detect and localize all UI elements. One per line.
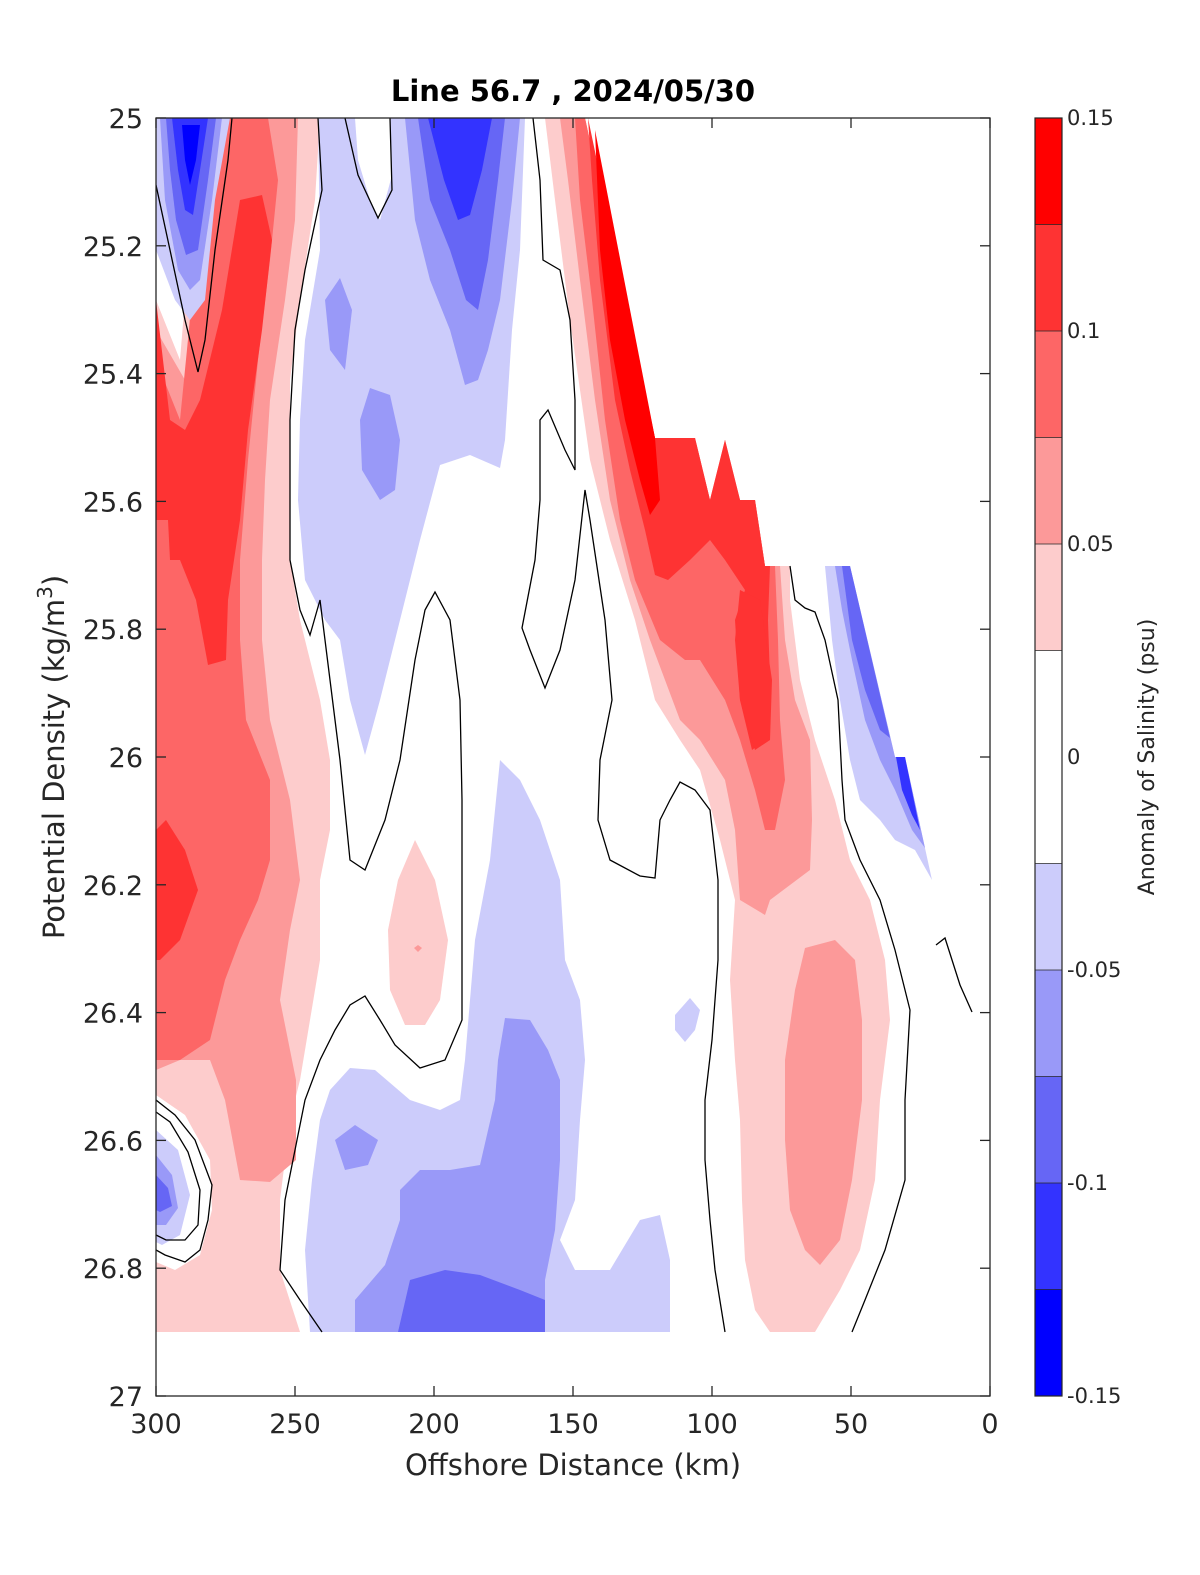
- colorbar-swatch: [1035, 970, 1062, 1077]
- x-axis-label: Offshore Distance (km): [405, 1448, 741, 1482]
- x-tick-label: 250: [269, 1409, 321, 1440]
- lower-negative-lvl2: [355, 1018, 560, 1332]
- contour-line: [279, 118, 463, 1333]
- center-negative-lvl4: [428, 118, 492, 220]
- colorbar-swatch: [1035, 331, 1062, 438]
- y-axis-label-superscript: 3: [33, 586, 57, 599]
- colorbar-swatch: [1035, 863, 1062, 970]
- x-tick-label: 100: [686, 1409, 738, 1440]
- colorbar-tick-label: 0.05: [1067, 532, 1114, 556]
- y-tick-label: 26.8: [83, 1254, 143, 1285]
- bottom-left-negative-lvl3b: [156, 1175, 172, 1212]
- contour-line: [935, 936, 973, 1013]
- y-tick-label: 26: [109, 743, 143, 774]
- y-tick-label: 25.8: [83, 615, 143, 646]
- y-tick-label: 25.4: [83, 360, 143, 391]
- colorbar-swatch: [1035, 544, 1062, 651]
- lower-negative-patch-right: [675, 998, 700, 1042]
- center-negative-patch-a: [325, 278, 352, 370]
- colorbar-tick-label: -0.1: [1067, 1171, 1108, 1195]
- colorbar-label: Anomaly of Salinity (psu): [1135, 619, 1160, 896]
- colorbar-tick-label: 0.1: [1067, 319, 1100, 343]
- lower-negative-patch-small: [335, 1125, 378, 1170]
- chart-title: Line 56.7 , 2024/05/30: [391, 74, 755, 108]
- x-tick-label: 300: [130, 1409, 182, 1440]
- contour-line: [521, 118, 726, 1333]
- colorbar-tick-label: -0.05: [1067, 958, 1121, 982]
- left-positive-lvl4: [156, 195, 272, 665]
- colorbar-swatch: [1035, 224, 1062, 331]
- left-negative-lvl5: [182, 125, 200, 185]
- y-axis: 25 25.2 25.4 25.6 25.8 26 26.2 26.4 26.6 26.8 27: [83, 104, 990, 1413]
- left-positive-lvl4b: [156, 820, 198, 960]
- contour-line: [156, 1099, 213, 1263]
- y-tick-label: 26.6: [83, 1126, 143, 1157]
- x-axis: 300 250 200 150 100 50 0: [130, 118, 999, 1440]
- right-negative-lvl4: [896, 757, 920, 830]
- colorbar-swatch: [1035, 650, 1062, 864]
- colorbar-tick-label: -0.15: [1067, 1384, 1121, 1408]
- right-negative-lvl3: [842, 566, 890, 738]
- colorbar-swatch: [1035, 1183, 1062, 1290]
- x-tick-label: 150: [547, 1409, 599, 1440]
- right-positive-core-b: [735, 590, 772, 750]
- x-tick-label: 50: [834, 1409, 868, 1440]
- y-tick-label: 25.6: [83, 487, 143, 518]
- right-deep-positive-lvl2: [785, 940, 862, 1265]
- contour-lines: [156, 118, 973, 1333]
- colorbar-tick-label: 0.15: [1067, 106, 1114, 130]
- center-positive-lvl1: [388, 840, 448, 1025]
- y-tick-label: 25.2: [83, 232, 143, 263]
- y-axis-label-main: Potential Density (kg/m: [37, 599, 71, 939]
- y-axis-label: Potential Density (kg/m3): [33, 575, 71, 939]
- colorbar-swatch: [1035, 118, 1062, 225]
- y-tick-label: 25: [109, 104, 143, 135]
- center-white-channel: [355, 118, 392, 220]
- colorbar: -0.15 -0.1 -0.05 0 0.05 0.1 0.15: [1034, 106, 1121, 1408]
- contour-line: [156, 1111, 201, 1241]
- y-tick-label: 26.2: [83, 871, 143, 902]
- colorbar-swatch: [1035, 1076, 1062, 1183]
- right-positive-lvl5: [595, 130, 660, 515]
- colorbar-swatch: [1035, 1289, 1062, 1396]
- lower-negative-lvl1: [305, 760, 670, 1332]
- y-tick-label: 27: [109, 1382, 143, 1413]
- colorbar-frame: [1034, 117, 1063, 1397]
- colorbar-tick-label: 0: [1067, 745, 1080, 769]
- contour-line: [789, 565, 911, 1333]
- contour-field: [156, 118, 970, 1332]
- colorbar-swatch: [1035, 437, 1062, 544]
- center-negative-patch-b: [360, 388, 400, 500]
- contour-line: [156, 118, 233, 373]
- center-positive-center: [414, 945, 422, 952]
- y-axis-label-end: ): [37, 575, 71, 586]
- x-tick-label: 0: [981, 1409, 998, 1440]
- lower-negative-lvl3: [398, 1270, 545, 1332]
- y-tick-label: 26.4: [83, 999, 143, 1030]
- x-tick-label: 200: [408, 1409, 460, 1440]
- contour-line: [344, 118, 393, 220]
